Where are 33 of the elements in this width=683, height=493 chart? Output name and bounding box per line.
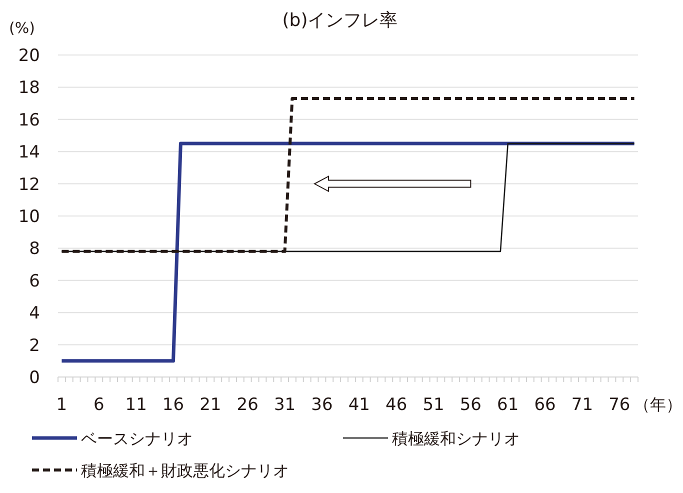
y-tick-label: 4 bbox=[29, 304, 40, 324]
x-tick-label: 36 bbox=[311, 395, 333, 415]
x-axis-title: （年） bbox=[634, 395, 682, 414]
x-tick-label: 16 bbox=[162, 395, 184, 415]
x-tick-label: 41 bbox=[348, 395, 370, 415]
x-tick-label: 6 bbox=[93, 395, 104, 415]
y-tick-label: 8 bbox=[29, 239, 40, 260]
x-tick-label: 21 bbox=[200, 395, 222, 415]
y-tick-label: 0 bbox=[29, 368, 40, 388]
y-tick-label: 2 bbox=[29, 336, 40, 356]
y-tick-label: 20 bbox=[18, 46, 40, 66]
y-tick-label: 10 bbox=[18, 207, 40, 227]
legend-label: 積極緩和シナリオ bbox=[392, 429, 520, 448]
y-tick-label: 12 bbox=[18, 174, 40, 195]
y-tick-label: 16 bbox=[18, 110, 40, 130]
y-tick-label: 6 bbox=[29, 271, 40, 292]
x-tick-label: 51 bbox=[422, 395, 444, 415]
legend-label: 積極緩和＋財政悪化シナリオ bbox=[81, 461, 289, 480]
x-tick-label: 71 bbox=[571, 395, 594, 415]
x-tick-label: 76 bbox=[608, 395, 630, 415]
x-tick-label: 26 bbox=[236, 395, 258, 415]
x-tick-label: 66 bbox=[534, 395, 556, 415]
chart-title: (b)インフレ率 bbox=[282, 10, 398, 31]
x-tick-label: 46 bbox=[386, 395, 408, 415]
y-tick-label: 18 bbox=[18, 78, 40, 98]
x-tick-label: 61 bbox=[497, 395, 519, 415]
y-tick-label: 14 bbox=[18, 142, 40, 163]
x-tick-label: 56 bbox=[460, 395, 482, 415]
x-tick-label: 11 bbox=[125, 395, 147, 415]
y-axis-title: (%) bbox=[9, 19, 35, 37]
x-tick-label: 31 bbox=[274, 395, 296, 415]
x-tick-label: 1 bbox=[56, 395, 68, 415]
legend-label: ベースシナリオ bbox=[81, 429, 193, 448]
